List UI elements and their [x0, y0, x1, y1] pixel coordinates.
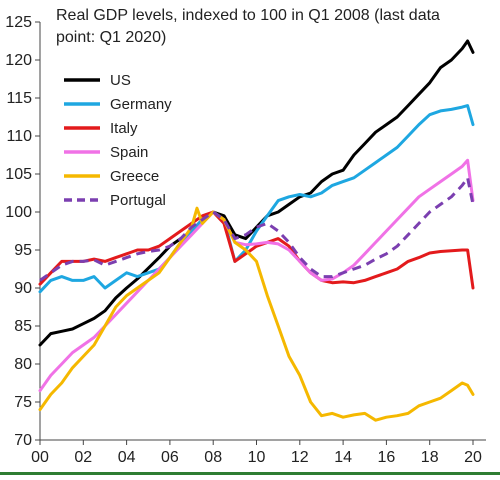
x-tick-label: 18 — [421, 449, 439, 466]
legend-label-germany: Germany — [110, 96, 172, 113]
y-tick-label: 85 — [14, 318, 32, 335]
legend-label-greece: Greece — [110, 168, 159, 185]
x-tick-label: 14 — [334, 449, 352, 466]
chart-title-group: Real GDP levels, indexed to 100 in Q1 20… — [56, 7, 440, 46]
chart-title-line-2: point: Q1 2020) — [56, 29, 166, 46]
y-tick-label: 90 — [14, 280, 32, 297]
y-tick-label: 115 — [6, 90, 32, 107]
legend-label-spain: Spain — [110, 144, 148, 161]
legend-label-portugal: Portugal — [110, 192, 166, 209]
y-tick-label: 70 — [14, 432, 32, 449]
y-tick-label: 125 — [5, 14, 32, 31]
y-tick-label: 75 — [14, 394, 32, 411]
series-line-greece — [38, 206, 475, 422]
axes-group: 70 75 80 85 90 95 100 105 110 115 120 125 00 02 04 06 08… — [5, 14, 486, 466]
legend-label-italy: Italy — [110, 120, 138, 137]
x-tick-label: 04 — [118, 449, 136, 466]
x-tick-label: 02 — [74, 449, 92, 466]
legend: US Germany Italy Spain Greece Portugal — [64, 72, 172, 209]
chart-title-line-1: Real GDP levels, indexed to 100 in Q1 20… — [56, 7, 440, 24]
y-tick-label: 105 — [5, 166, 32, 183]
y-tick-label: 95 — [14, 242, 32, 259]
series-line-portugal — [39, 176, 475, 282]
legend-label-us: US — [110, 72, 131, 89]
bottom-border-strip — [0, 472, 500, 475]
series-line-germany — [38, 104, 475, 294]
y-tick-label: 80 — [14, 356, 32, 373]
series-group — [38, 39, 475, 422]
x-tick-label: 10 — [248, 449, 266, 466]
x-tick-label: 08 — [204, 449, 222, 466]
y-tick-label: 110 — [6, 128, 32, 145]
series-line-spain — [38, 158, 475, 393]
x-tick-label: 16 — [378, 449, 396, 466]
series-line-italy — [38, 210, 475, 290]
series-line-us — [38, 39, 475, 347]
y-tick-label: 120 — [5, 52, 32, 69]
x-tick-label: 06 — [161, 449, 179, 466]
x-tick-label: 12 — [291, 449, 309, 466]
x-tick-label: 20 — [464, 449, 482, 466]
y-tick-label: 100 — [5, 204, 32, 221]
x-tick-label: 00 — [31, 449, 49, 466]
